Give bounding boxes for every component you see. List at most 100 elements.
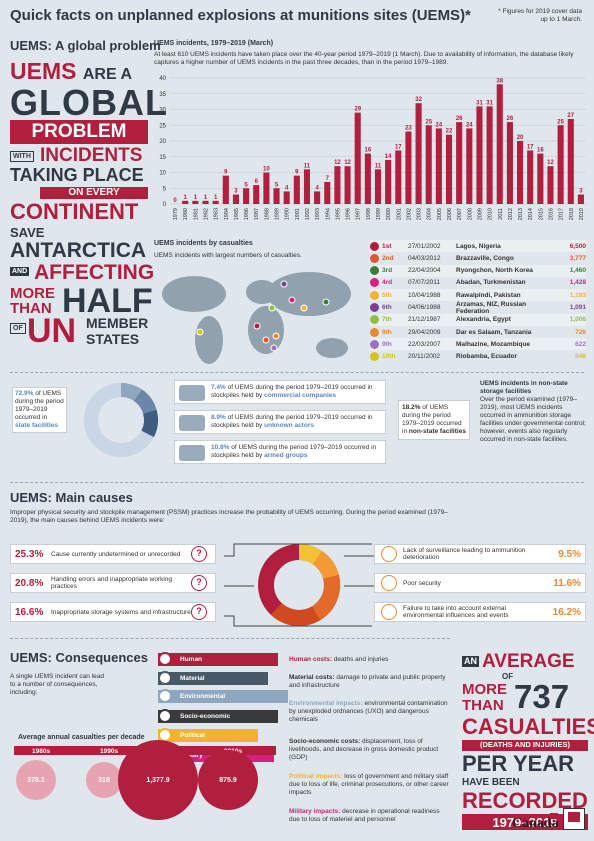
bar (517, 141, 524, 204)
incident-place: Lagos, Nigeria (456, 242, 501, 250)
decade-circle: 1,377.9 (118, 740, 198, 820)
stockpile-text: of UEMS during the period 1979–2019 occu… (211, 384, 373, 399)
bar (222, 175, 229, 204)
stockpile-pct: 7.4% (211, 384, 226, 391)
decade-label: 1990s (100, 748, 119, 755)
casualty-row: 9th 22/03/2007 Malhazine, Mozambique 622 (370, 338, 586, 351)
incident-date: 20/11/2002 (408, 353, 441, 361)
globe-icon (158, 671, 172, 685)
bar (486, 106, 493, 204)
avg-than: THAN (462, 697, 504, 714)
bar-value-label: 31 (476, 100, 483, 106)
incident-place: Brazzaville, Congo (456, 254, 514, 262)
consequence-head: Material costs: (289, 674, 335, 681)
x-tick-label: 1998 (366, 208, 372, 220)
stockpile-holder: unknown actors (264, 422, 314, 429)
stockpile-donut (84, 382, 158, 457)
consequence-text: deaths and injuries (333, 656, 389, 663)
bar-value-label: 26 (456, 116, 463, 122)
consequence-text: displacement, loss of livelihoods, and d… (289, 738, 439, 761)
bar (425, 125, 432, 204)
consequence-tab-environmental: Environmental (158, 690, 288, 703)
slogan-of: OF (10, 323, 26, 334)
rank-label: 4rd (382, 279, 393, 287)
consequences-intro: A single UEMS incident can lead to a num… (10, 673, 104, 696)
x-tick-label: 2019 (579, 208, 585, 220)
bar-value-label: 38 (496, 78, 503, 84)
x-tick-label: 1986 (244, 208, 250, 220)
bar (567, 118, 574, 204)
casualty-count: 6,500 (569, 242, 586, 250)
x-tick-label: 1987 (254, 208, 260, 220)
chart-title: UEMS incidents, 1979–2019 (March) (154, 40, 274, 47)
x-tick-label: 2000 (386, 208, 392, 220)
x-tick-label: 2011 (498, 208, 504, 220)
cause-pct: 9.5% (558, 548, 581, 560)
bar-value-label: 26 (507, 116, 514, 122)
bar (527, 150, 534, 204)
x-tick-label: 1996 (346, 208, 352, 220)
avg-have-been: HAVE BEEN (462, 777, 520, 788)
cause-text: Lack of surveillance leading to ammuniti… (403, 547, 526, 561)
bar (374, 169, 382, 204)
x-tick-label: 2015 (538, 208, 544, 220)
bar-value-label: 5 (244, 182, 248, 188)
casualty-row: 4rd 07/07/2011 Abadan, Turkmenistan 1,428 (370, 277, 586, 289)
casualty-row: 6th 04/06/1988 Arzamas, NIZ, Russian Feder… (370, 301, 586, 315)
bar (314, 191, 321, 204)
cause-text: Poor security (403, 579, 441, 587)
incident-date: 04/06/1988 (408, 304, 441, 311)
stockpile-holder: armed groups (264, 452, 308, 459)
bar (445, 134, 453, 204)
x-tick-label: 2010 (488, 208, 494, 220)
rank-label: 7th (382, 316, 392, 324)
casualty-count: 1,091 (569, 304, 586, 311)
stockpile-text: of UEMS during the period 1979–2019 occu… (211, 414, 373, 429)
bar (405, 131, 412, 204)
cause-pct: 20.8% (15, 577, 44, 589)
bar (537, 153, 544, 204)
rank-dot-icon (370, 303, 379, 312)
causes-connectors (224, 543, 374, 627)
incident-place: Dar es Salaam, Tanzania (456, 328, 532, 336)
consequence-head: Political impacts: (289, 773, 343, 780)
bar (192, 200, 199, 204)
consequence-head: Military impacts: (289, 808, 341, 815)
incident-date: 22/04/2004 (408, 267, 441, 275)
canada-flag-icon (550, 813, 558, 819)
slogan-on-every: ON EVERY (40, 187, 148, 199)
bar-value-label: 16 (537, 148, 544, 154)
consequence-text: loss of government and military staff du… (289, 773, 449, 796)
bar (385, 159, 392, 204)
y-tick-label: 20 (159, 139, 166, 145)
bar-value-label: 11 (304, 163, 311, 169)
bar (212, 200, 219, 204)
rank-dot-icon (370, 339, 379, 349)
bar-value-label: 3 (234, 189, 238, 195)
x-tick-label: 1993 (315, 208, 321, 220)
bar-value-label: 22 (446, 129, 453, 135)
slogan-half: HALF (62, 282, 153, 320)
decade-circle: 378.1 (16, 760, 56, 800)
bar-value-label: 12 (547, 160, 554, 166)
rank-dot-icon (370, 241, 379, 251)
avg-of: OF (502, 672, 514, 681)
rank-label: 5th (382, 291, 392, 299)
casualty-row: 7th 21/12/1987 Alexandria, Egypt 1,006 (370, 313, 586, 326)
casualty-row: 8th 29/04/2009 Dar es Salaam, Tanzania 726 (370, 326, 586, 338)
bar-value-label: 24 (436, 122, 443, 128)
bar-value-label: 12 (344, 160, 351, 166)
bar (354, 112, 361, 204)
incident-place: Ryongchon, North Korea (456, 267, 533, 275)
footnote: * Figures for 2019 cover data up to 1 Ma… (498, 8, 582, 23)
consequence-detail: Political impacts: loss of government an… (289, 773, 449, 797)
person-icon (158, 652, 172, 666)
bar (263, 172, 270, 204)
rank-label: 2nd (382, 254, 394, 262)
bar (547, 166, 554, 204)
section-title-global: UEMS: A global problem (10, 38, 161, 53)
x-tick-label: 1994 (325, 208, 331, 220)
rank-dot-icon (370, 315, 379, 325)
bar (202, 200, 209, 204)
x-tick-label: 2012 (508, 208, 514, 220)
